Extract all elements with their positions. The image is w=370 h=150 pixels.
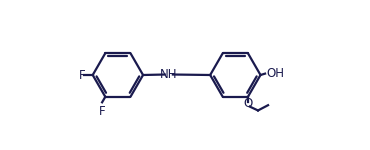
Text: O: O: [244, 97, 253, 110]
Text: F: F: [78, 69, 85, 81]
Text: F: F: [99, 105, 105, 118]
Text: OH: OH: [266, 67, 284, 80]
Text: NH: NH: [160, 68, 177, 81]
